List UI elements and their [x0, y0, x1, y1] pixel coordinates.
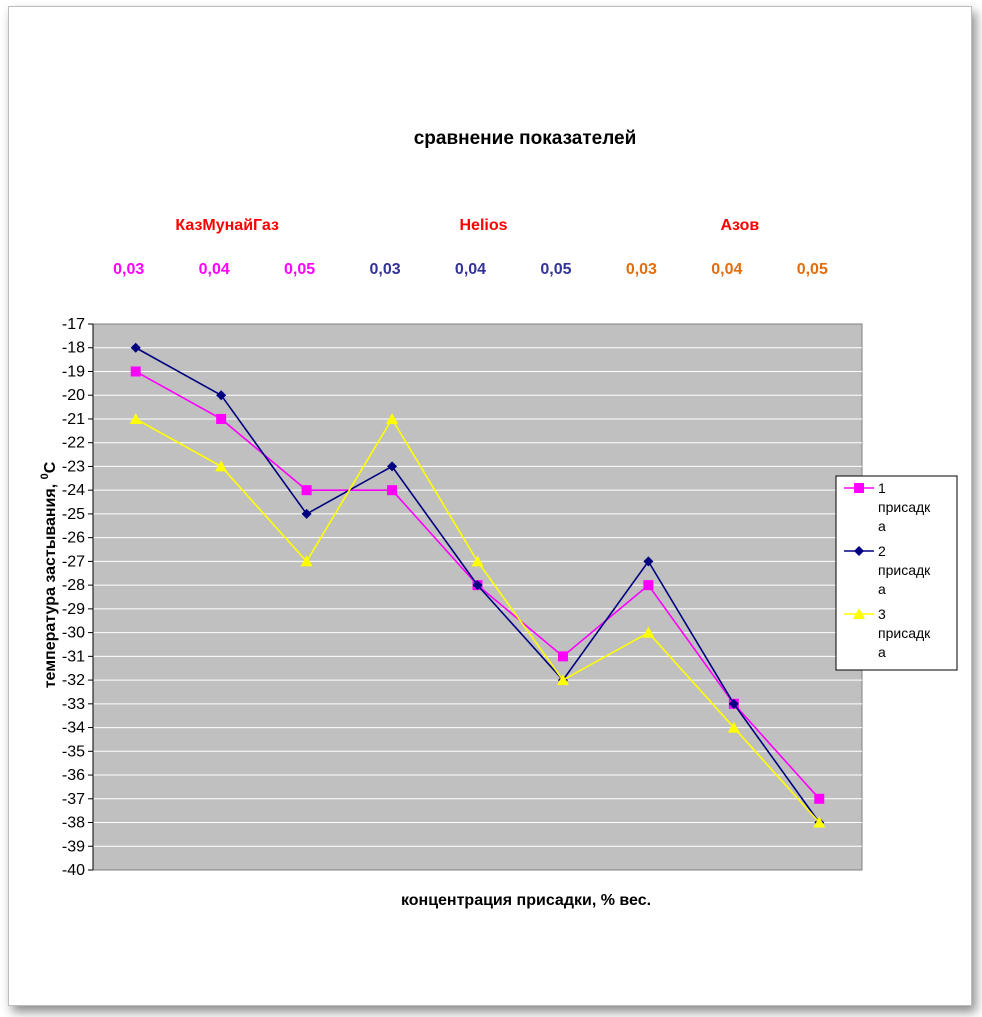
data-point: [642, 626, 655, 638]
data-point: [300, 555, 313, 567]
y-tick-label: -22: [62, 435, 85, 452]
data-point: [301, 485, 312, 496]
group-label: КазМунайГаз: [175, 217, 279, 234]
category-label: 0,04: [711, 261, 742, 278]
category-label: 0,03: [113, 261, 144, 278]
category-label: 0,03: [626, 261, 657, 278]
y-tick-label: -40: [62, 862, 85, 879]
data-point: [387, 485, 398, 496]
legend-label: 3: [878, 606, 886, 622]
data-point: [472, 580, 483, 591]
data-point: [301, 508, 312, 519]
category-label: 0,05: [797, 261, 828, 278]
y-axis-label: температура застывания, 0C: [39, 461, 59, 688]
legend-entry: 3 присадк а: [844, 606, 931, 660]
legend-marker: [854, 546, 864, 556]
y-tick-label: -20: [62, 387, 85, 404]
legend-label: 2: [878, 543, 886, 559]
series-layer: [129, 342, 826, 828]
group-label: Helios: [459, 217, 507, 234]
legend-marker: [854, 483, 864, 493]
y-tick-label: -37: [62, 791, 85, 808]
data-point: [643, 556, 654, 567]
data-point: [556, 674, 569, 686]
data-point: [813, 816, 826, 828]
legend-label: присадк: [878, 499, 931, 515]
category-label: 0,04: [455, 261, 486, 278]
y-tick-label: -27: [62, 553, 85, 570]
group-label: Азов: [720, 217, 759, 234]
y-tick-label: -30: [62, 625, 85, 642]
legend-label: присадк: [878, 625, 931, 641]
legend-label: а: [878, 644, 886, 660]
data-point: [216, 390, 227, 401]
chart-title: сравнение показателей: [414, 128, 637, 149]
data-point: [471, 555, 484, 567]
y-tick-label: -24: [62, 482, 85, 499]
y-tick-label: -36: [62, 767, 85, 784]
data-point: [727, 721, 740, 733]
series-3: [129, 412, 826, 828]
y-tick-label: -19: [62, 363, 85, 380]
y-tick-label: -39: [62, 838, 85, 855]
y-tick-label: -35: [62, 743, 85, 760]
x-axis-label: концентрация присадки, % вес.: [401, 892, 651, 909]
data-point: [216, 413, 227, 424]
y-tick-label: -31: [62, 648, 85, 665]
data-point: [387, 461, 398, 472]
category-label: 0,05: [540, 261, 571, 278]
y-tick-label: -26: [62, 530, 85, 547]
y-tick-label: -34: [62, 720, 85, 737]
data-point: [386, 412, 399, 424]
y-axis: -40 -39 -38 -37 -36 -35 -34 -33 -32 -31 -30 -29 -28 -…: [62, 316, 94, 879]
category-label: 0,03: [369, 261, 400, 278]
legend-marker: [853, 608, 865, 619]
plot-area: [92, 323, 863, 871]
y-axis-label-group: температура застывания, 0C: [39, 461, 59, 688]
legend-label: а: [878, 581, 886, 597]
y-tick-label: -28: [62, 577, 85, 594]
y-tick-label: -21: [62, 411, 85, 428]
legend-entry: 2 присадк а: [844, 543, 931, 597]
legend-label: присадк: [878, 562, 931, 578]
data-point: [129, 412, 142, 424]
y-tick-label: -17: [62, 316, 85, 333]
y-tick-label: -25: [62, 506, 85, 523]
legend-entry: 1 присадк а: [844, 480, 931, 534]
y-tick-label: -33: [62, 696, 85, 713]
legend-label: 1: [878, 480, 886, 496]
legend-box: [835, 475, 958, 671]
y-tick-label: -18: [62, 340, 85, 357]
category-label: 0,05: [284, 261, 315, 278]
category-label: 0,04: [199, 261, 230, 278]
data-point: [728, 698, 739, 709]
legend-label: а: [878, 518, 886, 534]
y-tick-label: -23: [62, 458, 85, 475]
category-header: КазМунайГаз Helios Азов 0,03 0,04 0,05 0,03 0,0…: [113, 217, 828, 278]
y-tick-label: -29: [62, 601, 85, 618]
data-point: [130, 342, 141, 353]
data-point: [130, 366, 141, 377]
legend: 1 присадк а 2 присадк а 3 присадк а: [835, 475, 958, 671]
data-point: [643, 580, 654, 591]
y-tick-label: -38: [62, 815, 85, 832]
y-tick-label: -32: [62, 672, 85, 689]
data-point: [814, 793, 825, 804]
data-point: [215, 460, 228, 472]
data-point: [557, 651, 568, 662]
